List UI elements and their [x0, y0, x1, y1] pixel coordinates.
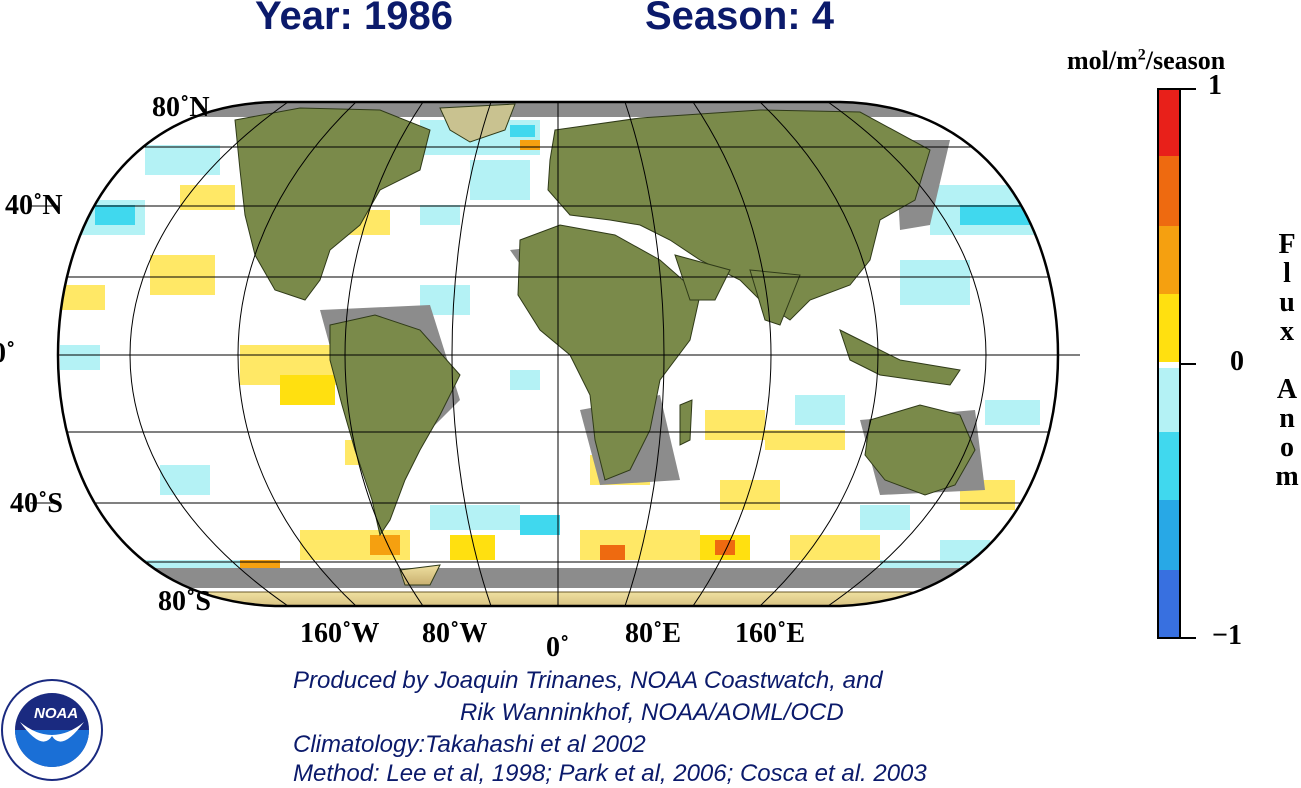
credit-line-4: Method: Lee et al, 1998; Park et al, 200… — [293, 760, 927, 787]
colorbar-swatch — [1158, 362, 1180, 368]
colorbar-max-label: 1 — [1208, 70, 1222, 101]
colorbar-unit-base: mol/m — [1067, 46, 1138, 75]
land — [58, 103, 1058, 606]
lon-label-80e: 80˚E — [625, 618, 681, 649]
colorbar-swatch — [1158, 368, 1180, 432]
colorbar-swatch — [1158, 294, 1180, 362]
colorbar-swatch — [1158, 570, 1180, 638]
map-body — [58, 102, 1058, 606]
colorbar-swatch — [1158, 226, 1180, 294]
lat-label-40n: 40˚N — [5, 190, 63, 221]
lon-label-160e: 160˚E — [735, 618, 805, 649]
colorbar-swatch — [1158, 432, 1180, 500]
title-year: Year: 1986 — [255, 0, 453, 38]
noaa-logo-text: NOAA — [34, 705, 79, 722]
lon-label-80w: 80˚W — [422, 618, 488, 649]
lat-label-80s: 80˚S — [158, 586, 211, 617]
map-frame — [56, 100, 1060, 608]
colorbar-swatch — [1158, 89, 1180, 156]
lon-label-160w: 160˚W — [300, 618, 380, 649]
lat-label-0: 0˚ — [0, 338, 16, 369]
lon-label-0: 0˚ — [546, 632, 570, 663]
colorbar-mid-label: 0 — [1230, 346, 1244, 377]
credit-line-3: Climatology:Takahashi et al 2002 — [293, 731, 646, 758]
colorbar-unit-suffix: /season — [1145, 46, 1226, 75]
colorbar-swatch — [1158, 500, 1180, 570]
lat-label-40s: 40˚S — [10, 488, 63, 519]
credit-line-2: Rik Wanninkhof, NOAA/AOML/OCD — [460, 699, 844, 726]
colorbar-title: F l u x A n o m — [1275, 229, 1299, 492]
colorbar-unit-exponent: 2 — [1137, 46, 1146, 64]
colorbar-swatch — [1158, 156, 1180, 226]
graticule — [58, 102, 1058, 606]
colorbar-unit: mol/m2/season — [1067, 46, 1225, 76]
colorbar-min-label: −1 — [1212, 620, 1242, 651]
colorbar — [1157, 88, 1196, 639]
credit-line-1: Produced by Joaquin Trinanes, NOAA Coast… — [293, 667, 883, 694]
noaa-logo — [1, 679, 103, 781]
title-season: Season: 4 — [645, 0, 834, 38]
lat-label-80n: 80˚N — [152, 92, 210, 123]
